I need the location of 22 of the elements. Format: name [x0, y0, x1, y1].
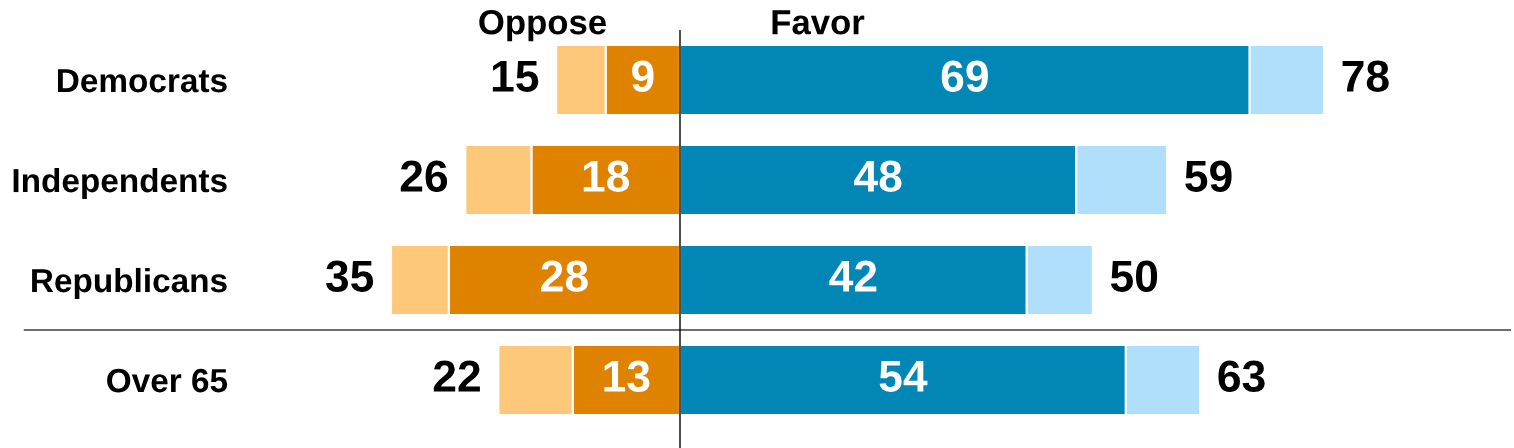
y-tick-label: Over 65 [107, 368, 228, 393]
annotation: 13 [604, 360, 650, 392]
annotation: 22 [433, 360, 480, 392]
annotation: 50 [1110, 260, 1158, 292]
annotation: 9 [632, 60, 654, 92]
data-label: 48 [854, 160, 902, 192]
annotation: 78 [1342, 60, 1389, 92]
annotation: 63 [1218, 360, 1265, 392]
y-tick-label: Republicans [32, 267, 227, 299]
annotation: 35 [325, 260, 374, 292]
y-tick-label: Democrats [57, 69, 227, 93]
data-label: 54 [879, 360, 928, 392]
annotation: Oppose [479, 9, 606, 42]
annotation: Favor [772, 10, 865, 35]
annotation: 26 [400, 160, 448, 192]
annotation: 15 [492, 60, 539, 92]
y-tick-label: Independents [13, 167, 227, 199]
annotation: 18 [583, 160, 630, 192]
annotation: 59 [1185, 160, 1232, 192]
data-label: 69 [941, 60, 988, 92]
annotation: 28 [541, 260, 588, 292]
data-label: 42 [829, 260, 877, 292]
